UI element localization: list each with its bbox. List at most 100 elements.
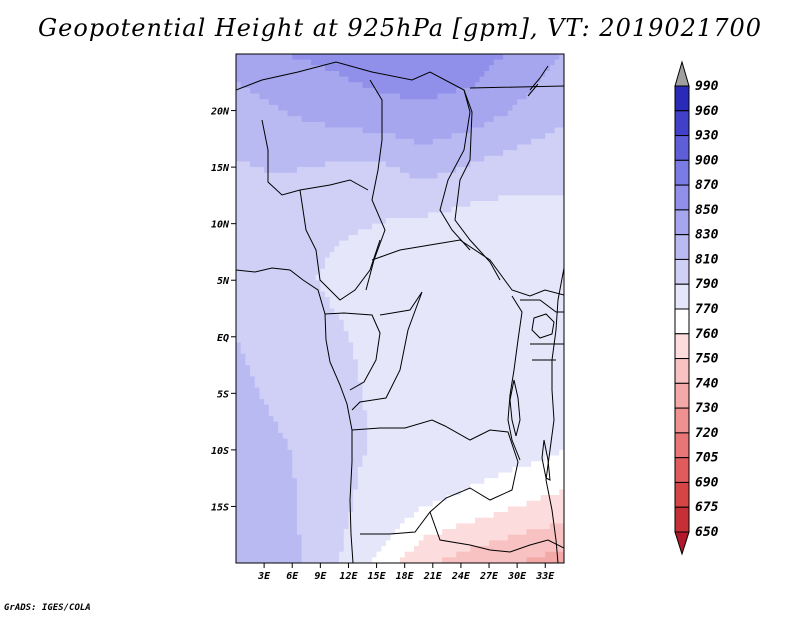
field-cell [287, 336, 293, 344]
field-cell [357, 127, 364, 134]
field-cell [559, 127, 564, 134]
field-cell [545, 144, 551, 151]
field-cell [385, 99, 392, 106]
field-cell [451, 138, 457, 146]
field-cell [250, 319, 256, 327]
field-cell [442, 342, 448, 349]
field-cell [348, 172, 354, 180]
field-cell [484, 218, 490, 225]
field-cell [414, 65, 420, 72]
field-cell [310, 127, 317, 134]
field-cell [545, 438, 551, 445]
field-cell [512, 280, 518, 287]
field-cell [301, 365, 307, 372]
field-cell [278, 393, 284, 400]
field-cell [428, 82, 434, 89]
field-cell [404, 76, 410, 83]
field-cell [334, 87, 340, 95]
field-cell [503, 359, 509, 366]
field-cell [264, 246, 270, 253]
field-cell [414, 195, 420, 202]
field-cell [390, 110, 396, 117]
field-cell [507, 325, 514, 332]
field-cell [460, 116, 467, 123]
field-cell [348, 212, 354, 219]
field-cell [400, 76, 406, 83]
field-cell [512, 155, 518, 163]
field-cell [343, 167, 350, 174]
field-cell [264, 93, 270, 100]
field-cell [362, 297, 368, 304]
field-cell [320, 308, 326, 315]
field-cell [507, 167, 514, 174]
field-cell [385, 387, 392, 394]
field-cell [245, 404, 251, 411]
field-cell [296, 455, 303, 462]
field-cell [240, 421, 246, 428]
field-cell [414, 172, 420, 180]
field-cell [376, 178, 382, 185]
field-cell [343, 246, 350, 253]
field-cell [474, 138, 481, 146]
field-cell [474, 325, 481, 332]
field-cell [409, 201, 415, 208]
field-cell [507, 353, 514, 360]
field-cell [423, 59, 429, 66]
field-cell [362, 393, 368, 400]
field-cell [320, 365, 326, 372]
field-cell [531, 161, 537, 168]
field-cell [521, 314, 528, 321]
field-cell [315, 121, 321, 129]
field-cell [442, 251, 448, 259]
field-cell [348, 348, 354, 355]
field-cell [460, 393, 467, 400]
field-cell [507, 449, 514, 457]
field-cell [479, 432, 485, 440]
field-cell [353, 449, 359, 457]
field-cell [428, 438, 434, 445]
field-cell [409, 410, 415, 417]
field-cell [236, 218, 242, 225]
field-cell [240, 155, 246, 163]
field-cell [559, 336, 564, 344]
field-cell [390, 144, 396, 151]
field-cell [470, 206, 476, 213]
field-cell [437, 415, 443, 423]
field-cell [273, 427, 279, 434]
field-cell [465, 387, 471, 394]
field-cell [385, 116, 392, 123]
field-cell [531, 144, 537, 151]
field-cell [418, 54, 425, 61]
field-cell [278, 121, 284, 129]
field-cell [479, 54, 485, 61]
field-cell [362, 308, 368, 315]
field-cell [385, 70, 392, 78]
field-cell [474, 189, 481, 196]
field-cell [282, 285, 289, 293]
field-cell [367, 274, 373, 281]
field-cell [259, 359, 265, 366]
field-cell [559, 138, 564, 146]
field-cell [381, 449, 387, 457]
field-cell [428, 348, 434, 355]
field-cell [315, 370, 321, 377]
field-cell [456, 223, 462, 230]
field-cell [381, 99, 387, 106]
field-cell [437, 218, 443, 225]
field-cell [554, 65, 560, 72]
field-cell [301, 127, 307, 134]
field-cell [259, 444, 265, 451]
field-cell [254, 110, 261, 117]
field-cell [320, 444, 326, 451]
field-cell [343, 65, 350, 72]
field-cell [362, 398, 368, 406]
field-cell [334, 127, 340, 134]
field-cell [390, 444, 396, 451]
field-cell [493, 370, 499, 377]
field-cell [451, 206, 457, 213]
field-cell [409, 393, 415, 400]
field-cell [531, 201, 537, 208]
field-cell [489, 184, 495, 191]
field-cell [526, 110, 532, 117]
field-cell [414, 110, 420, 117]
